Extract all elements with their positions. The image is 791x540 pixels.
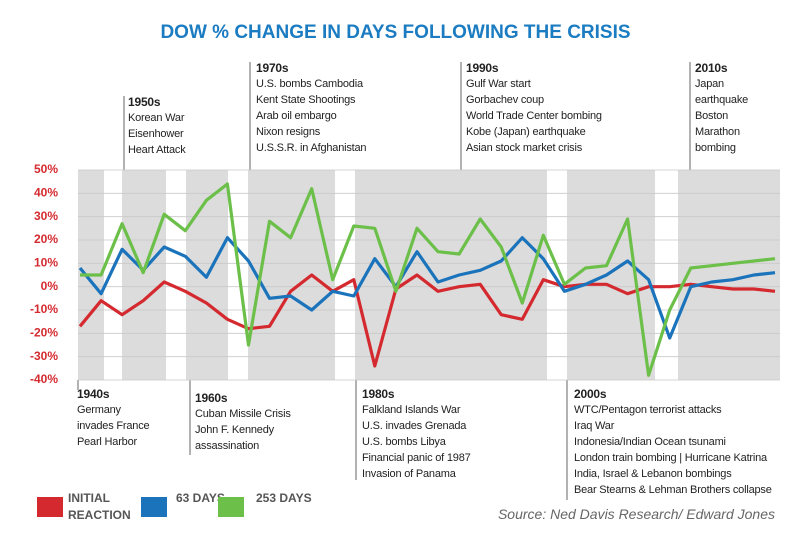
annotation-heading: 1950s xyxy=(128,95,161,109)
legend-swatch xyxy=(218,497,244,517)
source-note: Source: Ned Davis Research/ Edward Jones xyxy=(497,506,775,522)
annotation-line: Nixon resigns xyxy=(256,126,321,138)
annotation: 2000s WTC/Pentagon terrorist attacks Iraq … xyxy=(574,386,772,498)
series-line xyxy=(78,273,776,368)
annotation-line: Asian stock market crisis xyxy=(466,142,583,154)
annotation-line: Kent State Shootings xyxy=(256,94,356,106)
annotation-line: WTC/Pentagon terrorist attacks xyxy=(574,404,722,416)
annotation-line: Germany xyxy=(77,404,121,416)
annotation-line: U.S. invades Grenada xyxy=(362,420,467,432)
annotation-heading: 1970s xyxy=(256,61,289,75)
annotation: 1940s Germany invades France Pearl Harbor xyxy=(77,386,150,450)
annotation-line: Arab oil embargo xyxy=(256,110,337,122)
annotation-line: U.S.S.R. in Afghanistan xyxy=(256,142,367,154)
annotation-line: Eisenhower xyxy=(128,128,184,140)
series-line xyxy=(80,182,776,377)
annotation-line: London train bombing | Hurricane Katrina xyxy=(574,452,767,464)
annotation-line: Pearl Harbor xyxy=(77,436,137,448)
annotation-line: Falkland Islands War xyxy=(362,404,461,416)
annotation-line: John F. Kennedy xyxy=(195,424,274,436)
annotation-line: Cuban Missile Crisis xyxy=(195,408,291,420)
annotation-line: bombing xyxy=(695,142,736,154)
legend-swatch xyxy=(141,497,167,517)
annotation-heading: 2000s xyxy=(574,387,607,401)
y-tick-label: 20% xyxy=(34,232,58,246)
annotation-line: assassination xyxy=(195,440,260,452)
y-tick-label: 0% xyxy=(41,279,59,293)
annotation-line: Korean War xyxy=(128,112,185,124)
annotation: 1970s U.S. bombs Cambodia Kent State Shoot… xyxy=(256,60,367,156)
annotation-line: World Trade Center bombing xyxy=(466,110,602,122)
annotation-line: Boston xyxy=(695,110,729,122)
annotation-line: earthquake xyxy=(695,94,749,106)
annotation-line: Kobe (Japan) earthquake xyxy=(466,126,586,138)
annotation-line: Bear Stearns & Lehman Brothers collapse xyxy=(574,484,772,496)
annotation-leaders xyxy=(77,62,691,500)
chart-title: DOW % CHANGE IN DAYS FOLLOWING THE CRISI… xyxy=(160,22,631,43)
y-tick-label: 40% xyxy=(34,186,58,200)
y-tick-label: -40% xyxy=(30,372,58,386)
y-tick-label: 30% xyxy=(34,209,58,223)
series-line xyxy=(78,236,776,340)
legend-label: INITIAL REACTION xyxy=(68,491,131,522)
y-tick-label: -30% xyxy=(30,349,58,363)
legend-label: 253 DAYS xyxy=(256,491,312,505)
annotation-heading: 1940s xyxy=(77,387,110,401)
annotation-line: U.S. bombs Libya xyxy=(362,436,446,448)
annotation: 2010s Japan earthquake Boston Marathon bombin… xyxy=(695,60,748,156)
annotation-heading: 1990s xyxy=(466,61,499,75)
annotation: 1990s Gulf War start Gorbachev coup World T… xyxy=(466,60,602,156)
annotation-line: Indonesia/Indian Ocean tsunami xyxy=(574,436,726,448)
annotation-line: Gulf War start xyxy=(466,78,531,90)
annotation: 1980s Falkland Islands War U.S. invades Gr… xyxy=(362,386,471,482)
y-tick-label: 50% xyxy=(34,162,58,176)
annotation-line: invades France xyxy=(77,420,150,432)
annotation-line: Iraq War xyxy=(574,420,615,432)
y-tick-label: 10% xyxy=(34,256,58,270)
annotation-line: Japan xyxy=(695,78,724,90)
annotation-heading: 1960s xyxy=(195,391,228,405)
annotation-line: Invasion of Panama xyxy=(362,468,456,480)
legend-label: 63 DAYS xyxy=(176,491,225,505)
annotation-line: India, Israel & Lebanon bombings xyxy=(574,468,732,480)
annotation-heading: 2010s xyxy=(695,61,728,75)
annotation-line: Financial panic of 1987 xyxy=(362,452,471,464)
annotation-heading: 1980s xyxy=(362,387,395,401)
legend-swatch xyxy=(37,497,63,517)
annotation: 1960s Cuban Missile Crisis John F. Kennedy… xyxy=(195,390,291,454)
annotation-line: Gorbachev coup xyxy=(466,94,544,106)
y-tick-label: -10% xyxy=(30,302,58,316)
annotation-line: Heart Attack xyxy=(128,144,186,156)
decade-bands xyxy=(78,170,780,380)
annotation-line: Marathon xyxy=(695,126,740,138)
annotation: 1950s Korean War Eisenhower Heart Attack xyxy=(128,94,186,158)
annotation-line: U.S. bombs Cambodia xyxy=(256,78,363,90)
y-tick-label: -20% xyxy=(30,326,58,340)
